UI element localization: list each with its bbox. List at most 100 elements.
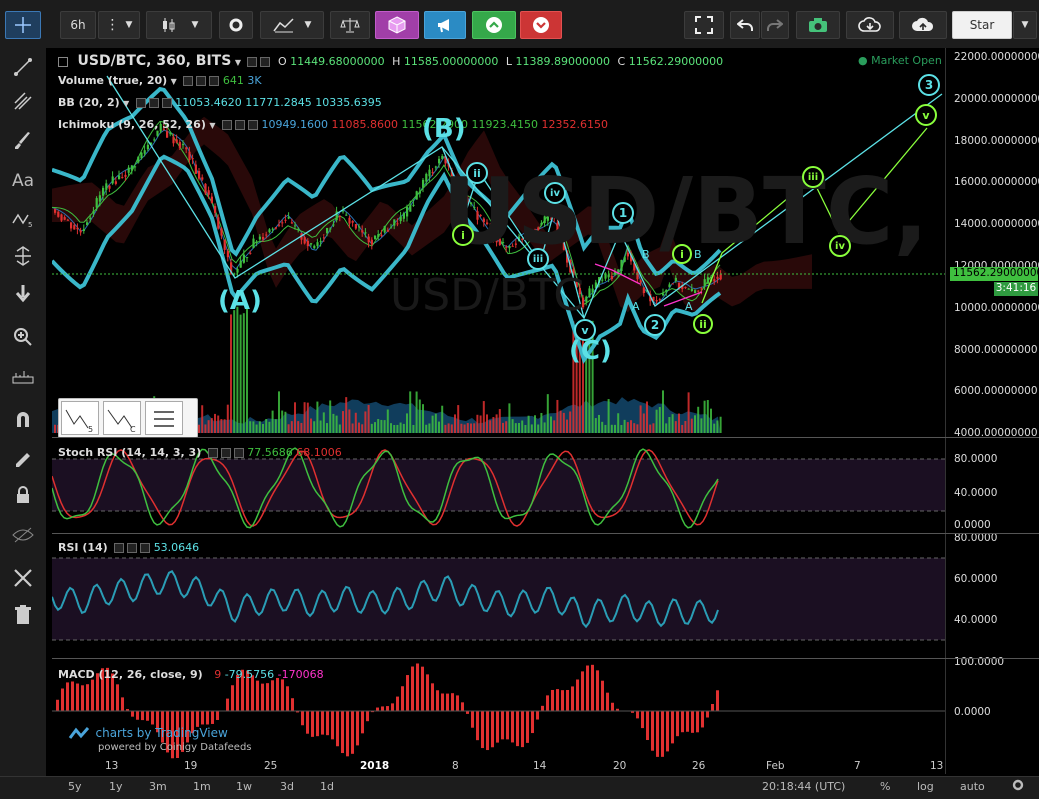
wave-label-3[interactable]: 3: [918, 74, 940, 96]
gear-icon[interactable]: [235, 120, 246, 130]
user-menu-button[interactable]: ▼: [1013, 11, 1037, 39]
eye-icon[interactable]: [222, 120, 233, 130]
wave-label-cyan-iv[interactable]: iv: [544, 182, 566, 204]
close-icon[interactable]: [233, 448, 244, 458]
indicators-button[interactable]: ▼: [260, 11, 324, 39]
pattern-tool[interactable]: 5: [8, 204, 38, 234]
log-toggle[interactable]: log: [917, 780, 934, 793]
wave-label-small-b[interactable]: B: [642, 248, 650, 261]
prediction-tool[interactable]: [8, 241, 38, 271]
template-button[interactable]: [375, 11, 419, 39]
trend-line-tool[interactable]: [8, 52, 38, 82]
close-icon[interactable]: [248, 120, 259, 130]
range-5y[interactable]: 5y: [68, 780, 82, 793]
wave-label-small-b2[interactable]: B: [694, 248, 702, 261]
wave-label-small-a[interactable]: A: [632, 300, 640, 313]
wave-label-cyan-ii[interactable]: ii: [466, 162, 488, 184]
wave-label-small-a2[interactable]: A: [685, 300, 693, 313]
gear-icon[interactable]: [127, 543, 138, 553]
zoom-tool[interactable]: [8, 322, 38, 352]
wave-label-green-v[interactable]: v: [915, 104, 937, 126]
wave-label-green-iii[interactable]: iii: [802, 166, 824, 188]
eye-icon[interactable]: [135, 98, 146, 108]
range-1w[interactable]: 1w: [236, 780, 252, 793]
range-1d[interactable]: 1d: [320, 780, 334, 793]
eye-icon[interactable]: [207, 448, 218, 458]
close-icon[interactable]: [209, 76, 220, 86]
sell-button[interactable]: [520, 11, 562, 39]
volume-name[interactable]: Volume (true, 20): [58, 74, 168, 87]
eye-icon[interactable]: [247, 57, 258, 67]
rsi-name[interactable]: RSI (14): [58, 541, 108, 554]
redo-button[interactable]: [761, 11, 789, 39]
alert-button[interactable]: [424, 11, 466, 39]
eye-icon[interactable]: [114, 543, 125, 553]
wave-label-green-ii[interactable]: ii: [693, 314, 713, 334]
wave-label-cyan-iii[interactable]: iii: [527, 248, 549, 270]
chart-style-button[interactable]: ▼: [146, 11, 212, 39]
wave-label-cyan-v[interactable]: v: [574, 319, 596, 341]
wave-label-1[interactable]: 1: [612, 202, 634, 224]
bb-name[interactable]: BB (20, 2): [58, 96, 120, 109]
crosshair-tool-button[interactable]: [5, 11, 41, 39]
brush-tool[interactable]: [8, 126, 38, 156]
compare-button[interactable]: [330, 11, 370, 39]
symbol-title[interactable]: USD/BTC, 360, BITS: [77, 53, 232, 69]
tradingview-branding[interactable]: charts by TradingView powered by Coinigy…: [68, 726, 252, 753]
interval-menu-button[interactable]: ⋮ ▼: [98, 11, 140, 39]
chart-area[interactable]: USD/BTC, 360 USD/BTC USD/BTC, 360, BITS …: [52, 48, 945, 774]
lock-drawings-edit-tool[interactable]: [8, 444, 38, 474]
macd-name[interactable]: MACD (12, 26, close, 9): [58, 668, 203, 681]
remove-drawings-tool[interactable]: [8, 600, 38, 630]
user-button[interactable]: Star: [952, 11, 1012, 39]
wave-label-A[interactable]: (A): [218, 286, 262, 316]
text-tool[interactable]: Aa: [8, 166, 38, 196]
snapshot-button[interactable]: [796, 11, 840, 39]
gear-icon[interactable]: [148, 98, 159, 108]
measure-tool[interactable]: [8, 360, 38, 390]
abc-pattern-option[interactable]: C: [103, 401, 141, 435]
ichimoku-name[interactable]: Ichimoku (9, 26, 52, 26): [58, 118, 206, 131]
lock-drawings-tool[interactable]: [8, 480, 38, 510]
wave-label-green-i[interactable]: i: [672, 244, 692, 264]
settings-button[interactable]: [219, 11, 253, 39]
auto-toggle[interactable]: auto: [960, 780, 985, 793]
wave-label-cyan-i[interactable]: i: [452, 224, 474, 246]
pane-separator[interactable]: [52, 533, 1039, 534]
wave-label-2[interactable]: 2: [644, 314, 666, 336]
range-3d[interactable]: 3d: [280, 780, 294, 793]
range-3m[interactable]: 3m: [149, 780, 167, 793]
chevron-down-icon[interactable]: ▼: [123, 99, 130, 108]
gear-icon[interactable]: [220, 448, 231, 458]
save-chart-button[interactable]: [899, 11, 947, 39]
collapse-icon[interactable]: [58, 57, 68, 67]
close-icon[interactable]: [161, 98, 172, 108]
price-axis[interactable]: 22000.00000000 20000.00000000 18000.000000…: [945, 48, 1039, 774]
gear-icon[interactable]: [196, 76, 207, 86]
range-1m[interactable]: 1m: [193, 780, 211, 793]
chevron-down-icon[interactable]: ▼: [234, 58, 241, 67]
fib-tool[interactable]: [8, 86, 38, 116]
close-icon[interactable]: [140, 543, 151, 553]
percent-toggle[interactable]: %: [880, 780, 891, 793]
arrow-tool[interactable]: [8, 278, 38, 308]
tools-settings-tool[interactable]: [8, 563, 38, 593]
chart-canvas[interactable]: [52, 48, 945, 774]
stoch-rsi-name[interactable]: Stoch RSI (14, 14, 3, 3): [58, 446, 202, 459]
magnet-tool[interactable]: [8, 404, 38, 434]
fullscreen-button[interactable]: [684, 11, 724, 39]
wave-label-B[interactable]: (B): [422, 114, 466, 144]
load-chart-button[interactable]: [846, 11, 894, 39]
pane-separator[interactable]: [52, 658, 1039, 659]
wave-label-C[interactable]: (C): [569, 336, 612, 366]
eye-icon[interactable]: [183, 76, 194, 86]
axis-settings-button[interactable]: [1011, 778, 1025, 795]
buy-button[interactable]: [472, 11, 516, 39]
undo-button[interactable]: [730, 11, 760, 39]
interval-button[interactable]: 6h: [60, 11, 96, 39]
wave-pattern-option[interactable]: 5: [61, 401, 99, 435]
pane-separator[interactable]: [52, 437, 1039, 438]
chevron-down-icon[interactable]: ▼: [209, 121, 216, 130]
range-1y[interactable]: 1y: [109, 780, 123, 793]
menu-option[interactable]: [145, 401, 183, 435]
